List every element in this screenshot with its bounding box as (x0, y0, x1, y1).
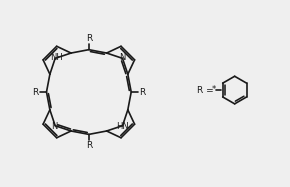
Text: R: R (86, 34, 92, 43)
Text: R: R (32, 88, 39, 96)
Text: R: R (86, 141, 92, 150)
Text: *: * (212, 85, 216, 94)
Text: HN: HN (116, 122, 129, 131)
Text: NH: NH (50, 53, 63, 62)
Text: N: N (119, 53, 126, 62)
Text: R: R (139, 88, 145, 96)
Text: R =: R = (197, 85, 214, 95)
Text: N: N (51, 122, 57, 131)
